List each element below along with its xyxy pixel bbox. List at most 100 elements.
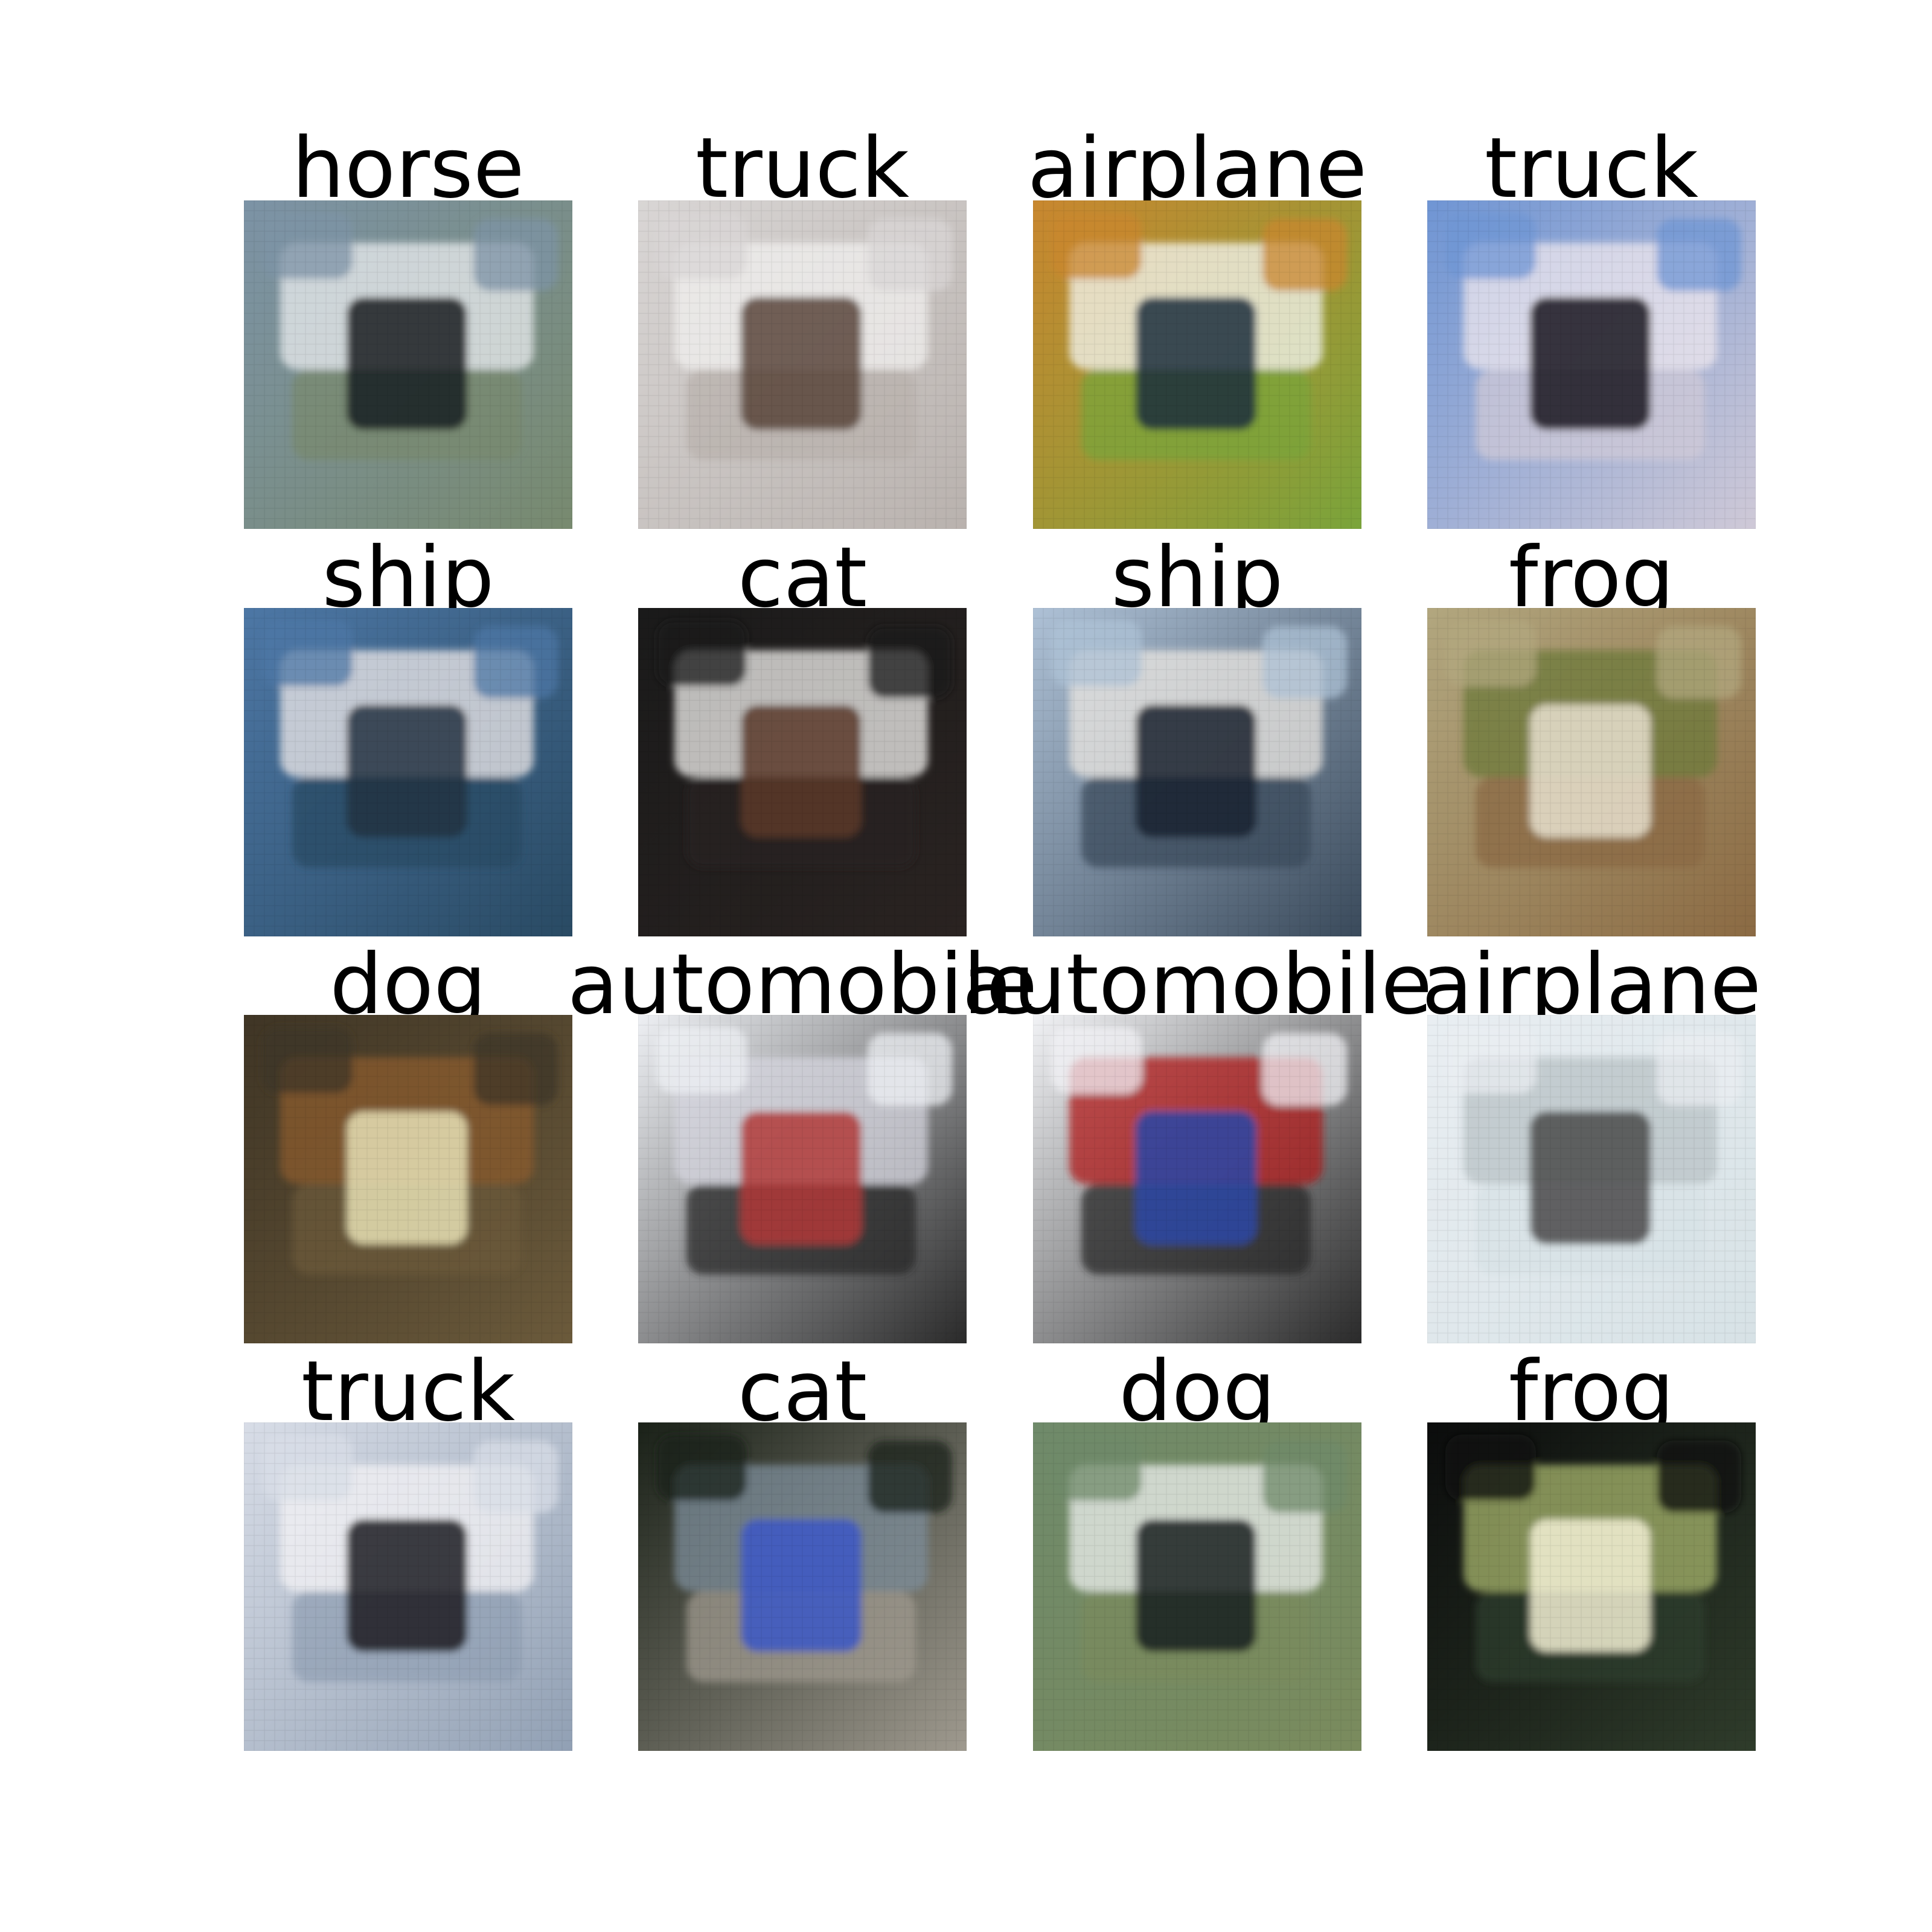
thumbnail-svg	[1427, 608, 1756, 936]
image-blob	[473, 219, 558, 291]
image-blob	[1051, 1435, 1142, 1501]
image-blob	[347, 705, 467, 837]
image-blob	[868, 219, 952, 291]
thumbnail-svg	[1033, 1422, 1361, 1751]
panel-image	[1033, 1422, 1361, 1751]
panel-label: truck	[695, 120, 910, 217]
image-blob	[1445, 1027, 1536, 1093]
image-blob	[347, 1519, 467, 1652]
pixel-grid	[1427, 200, 1756, 529]
pixel-grid	[1033, 1015, 1361, 1343]
panel-image	[638, 608, 967, 936]
panel-label: ship	[322, 529, 494, 626]
panel-image	[1033, 1015, 1361, 1343]
pixel-grid	[638, 608, 967, 936]
image-blob	[1262, 1441, 1347, 1513]
pixel-grid	[1033, 608, 1361, 936]
pixel-grid	[638, 1015, 967, 1343]
thumbnail-svg	[1427, 200, 1756, 529]
image-blob	[1262, 219, 1347, 291]
image-blob	[1445, 213, 1536, 279]
panel-label: cat	[737, 529, 868, 626]
panel-label: automobile	[962, 936, 1433, 1033]
image-blob	[1136, 705, 1256, 837]
panel-image	[638, 1422, 967, 1751]
pixel-grid	[1427, 1015, 1756, 1343]
pixel-grid	[1427, 608, 1756, 936]
panel-image	[1427, 1422, 1756, 1751]
image-blob	[1530, 297, 1651, 430]
image-blob	[1051, 213, 1142, 279]
thumbnail-svg	[638, 1422, 967, 1751]
image-blob	[1051, 620, 1142, 686]
panel-label: truck	[301, 1343, 516, 1440]
image-blob	[1262, 626, 1347, 699]
panel-label: dog	[330, 936, 487, 1033]
panel-label: ship	[1111, 529, 1284, 626]
thumbnail-svg	[1427, 1422, 1756, 1751]
image-blob	[262, 1027, 353, 1093]
image-blob	[347, 1112, 467, 1244]
panel-label: cat	[737, 1343, 868, 1440]
pixel-grid	[638, 1422, 967, 1751]
image-blob	[741, 297, 862, 430]
image-blob	[741, 705, 862, 837]
image-blob	[262, 213, 353, 279]
panel-image	[244, 200, 572, 529]
panel-image	[638, 1015, 967, 1343]
panel-label: frog	[1508, 1343, 1675, 1440]
thumbnail-svg	[244, 200, 572, 529]
image-blob	[741, 1519, 862, 1652]
image-blob	[656, 1435, 747, 1501]
image-blob	[1136, 297, 1256, 430]
pixel-grid	[244, 1422, 572, 1751]
image-blob	[741, 1112, 862, 1244]
pixel-grid	[638, 200, 967, 529]
image-blob	[1051, 1027, 1142, 1093]
thumbnail-svg	[1033, 200, 1361, 529]
panel-label: airplane	[1027, 120, 1367, 217]
thumbnail-svg	[1427, 1015, 1756, 1343]
panel-label: frog	[1508, 529, 1675, 626]
image-blob	[1530, 1112, 1651, 1244]
thumbnail-svg	[638, 608, 967, 936]
thumbnail-svg	[244, 608, 572, 936]
image-blob	[262, 1435, 353, 1501]
panel-image	[638, 200, 967, 529]
image-blob	[1445, 620, 1536, 686]
thumbnail-svg	[638, 1015, 967, 1343]
image-blob	[656, 1027, 747, 1093]
pixel-grid	[244, 1015, 572, 1343]
pixel-grid	[244, 608, 572, 936]
panel-label: automobile	[567, 936, 1038, 1033]
pixel-grid	[244, 200, 572, 529]
panel-image	[1427, 1015, 1756, 1343]
thumbnail-svg	[244, 1422, 572, 1751]
panel-image	[244, 608, 572, 936]
image-blob	[868, 1033, 952, 1105]
pixel-grid	[1033, 200, 1361, 529]
image-blob	[1657, 219, 1741, 291]
pixel-grid	[1033, 1422, 1361, 1751]
panel-image	[244, 1015, 572, 1343]
panel-image	[244, 1422, 572, 1751]
image-blob	[868, 1441, 952, 1513]
pixel-grid	[1427, 1422, 1756, 1751]
image-blob	[1136, 1519, 1256, 1652]
image-blob	[473, 1033, 558, 1105]
panel-image	[1427, 608, 1756, 936]
image-blob	[1136, 1112, 1256, 1244]
thumbnail-svg	[1033, 608, 1361, 936]
image-blob	[1445, 1435, 1536, 1501]
image-blob	[656, 620, 747, 686]
image-blob	[868, 626, 952, 699]
image-blob	[473, 1441, 558, 1513]
thumbnail-svg	[244, 1015, 572, 1343]
image-blob	[1530, 705, 1651, 837]
thumbnail-svg	[638, 200, 967, 529]
image-blob	[473, 626, 558, 699]
image-blob	[656, 213, 747, 279]
panel-image	[1427, 200, 1756, 529]
image-blob	[1657, 1033, 1741, 1105]
image-blob	[1657, 1441, 1741, 1513]
